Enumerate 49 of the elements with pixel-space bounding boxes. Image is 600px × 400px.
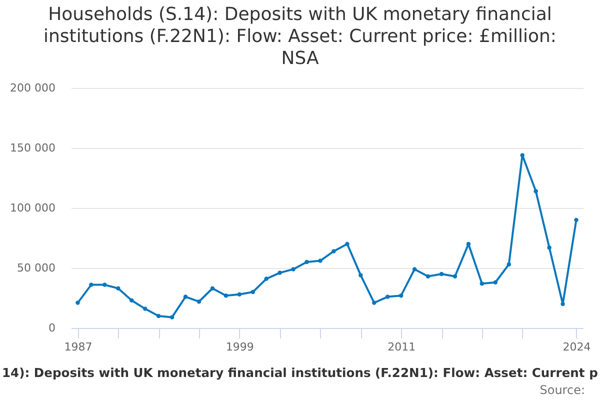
y-tick-label: 150 000: [10, 142, 56, 154]
point: [386, 294, 390, 299]
point: [130, 298, 134, 303]
point: [426, 274, 430, 279]
x-tick-label: 1999: [226, 340, 254, 354]
point: [170, 315, 174, 320]
point: [142, 306, 148, 311]
point: [358, 273, 363, 278]
point: [237, 292, 242, 297]
point: [493, 280, 498, 285]
y-tick-label: 50 000: [17, 262, 56, 274]
point: [560, 302, 565, 306]
point: [480, 281, 484, 286]
point: [574, 218, 578, 222]
text: 14): Deposits with UK monetary financial institutions (F.22N1): Flow: Asset: Current p: [2, 366, 598, 380]
point: [196, 299, 202, 304]
point: [412, 267, 417, 272]
x-tick-label: 2011: [388, 340, 416, 354]
point: [278, 270, 282, 275]
point: [250, 290, 256, 294]
point: [210, 286, 215, 291]
source-note: Source:: [540, 383, 585, 397]
point: [439, 272, 444, 276]
point: [452, 274, 458, 279]
point: [345, 242, 350, 246]
point: [89, 282, 94, 287]
point: [76, 300, 80, 305]
point: [102, 282, 107, 287]
y-tick-label: 100 000: [10, 202, 56, 214]
x-tick-label: 1987: [64, 340, 92, 354]
point: [332, 249, 336, 254]
point: [183, 294, 188, 299]
point: [264, 276, 268, 281]
x-tick-label: 2024: [562, 340, 591, 354]
point: [156, 314, 161, 318]
point: [398, 293, 404, 298]
y-tick-label: 200 000: [10, 82, 56, 94]
y-tick-label: 0: [48, 322, 56, 334]
point: [318, 258, 322, 263]
point: [372, 300, 376, 305]
chart-title: Households (S.14): Deposits with UK monetary financial institutions (F.22N1): Flow: Asset: Current price: £million: NSA: [44, 4, 556, 69]
point: [506, 262, 512, 267]
point: [520, 153, 524, 158]
point: [547, 245, 552, 250]
point: [291, 267, 296, 272]
point: [304, 260, 309, 264]
point: [534, 189, 538, 194]
point: [116, 286, 120, 291]
point: [224, 293, 228, 298]
